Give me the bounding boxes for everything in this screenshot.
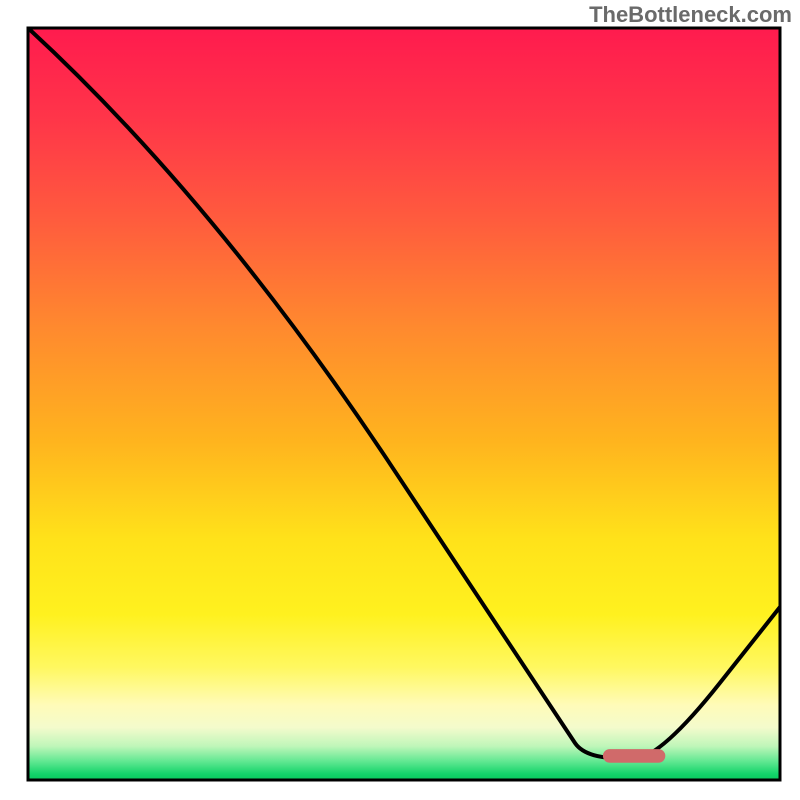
- chart-container: TheBottleneck.com: [0, 0, 800, 800]
- gradient-curve-chart: [0, 0, 800, 800]
- optimum-marker: [603, 749, 665, 763]
- watermark-text: TheBottleneck.com: [589, 2, 792, 28]
